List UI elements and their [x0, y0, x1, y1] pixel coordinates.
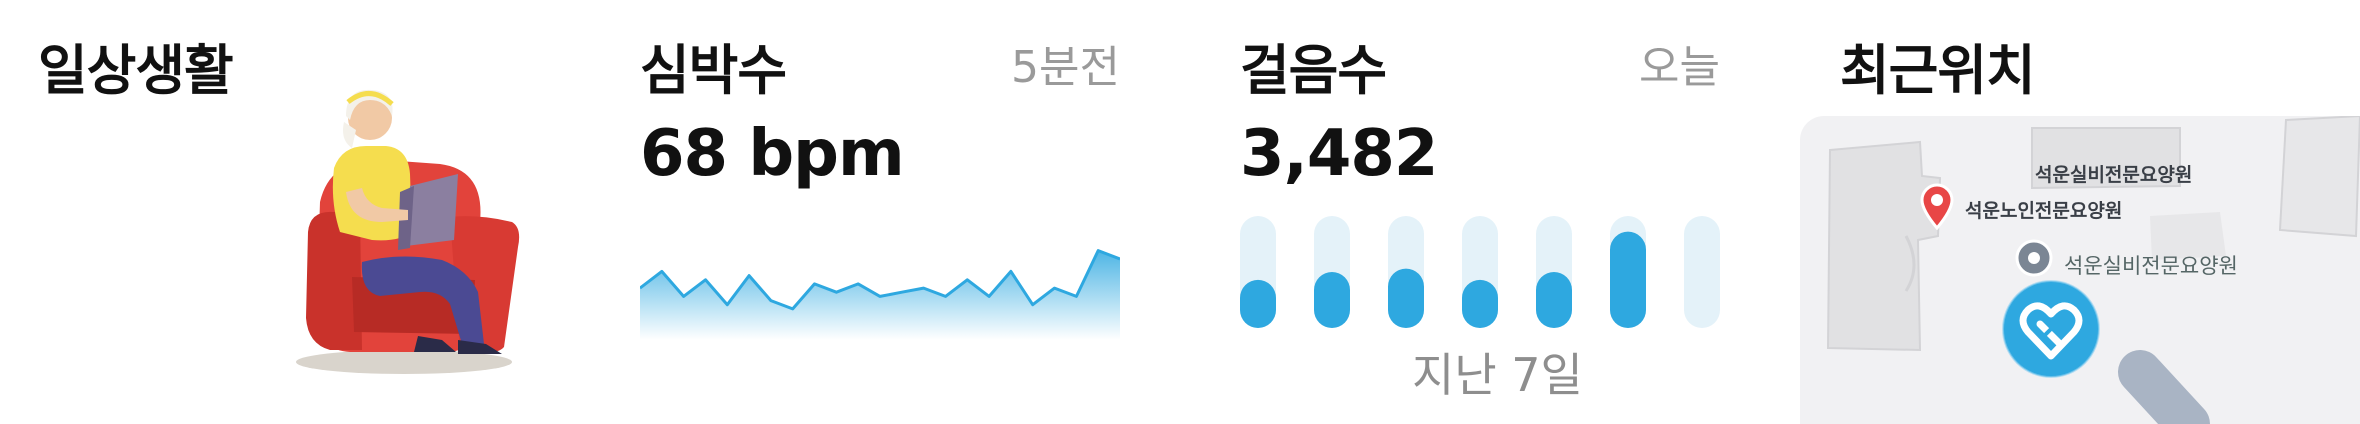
recent-location-title: 최근위치: [1840, 39, 2036, 102]
map-label-current: 석운실비전문요양원: [2064, 254, 2238, 278]
location-pin-icon[interactable]: [1918, 182, 1956, 230]
steps-bar: [1388, 268, 1424, 328]
steps-period: 오늘: [1639, 42, 1720, 93]
steps-weekly-chart: [1240, 216, 1720, 328]
steps-bar: [1314, 272, 1350, 328]
steps-bar: [1536, 272, 1572, 328]
steps-bar-track: [1684, 216, 1720, 328]
location-map[interactable]: 석운실비전문요양원 석운노인전문요양원 석운실비전문요양원: [1800, 116, 2360, 424]
heart-rate-title: 심박수: [640, 39, 787, 102]
heart-rate-value: 68 bpm: [640, 117, 905, 191]
steps-bar: [1610, 231, 1646, 328]
elderly-person-reading-icon: [296, 89, 520, 374]
current-location-dot-icon: [2015, 239, 2053, 277]
heart-rate-area: [640, 250, 1120, 340]
steps-caption: 지난 7일: [1412, 348, 1583, 402]
daily-life-card[interactable]: 일상생활: [0, 0, 560, 424]
heart-rate-line: [640, 249, 1120, 311]
daily-life-title: 일상생활: [38, 39, 234, 102]
steps-bar: [1240, 279, 1276, 328]
recent-location-card[interactable]: 최근위치 석운실비전문요양원 석운노인전문요양원 석운실비전문요양원: [1800, 0, 2360, 424]
steps-title: 걸음수: [1240, 39, 1387, 102]
steps-value: 3,482: [1240, 117, 1438, 191]
heart-rate-card[interactable]: 심박수 5분전 68 bpm: [600, 0, 1160, 424]
map-background: [1826, 116, 2360, 424]
map-label-pin: 석운노인전문요양원: [1965, 200, 2123, 222]
heart-rate-chart: [640, 249, 1120, 340]
steps-bar: [1462, 279, 1498, 328]
map-label-top: 석운실비전문요양원: [2035, 164, 2193, 186]
heart-rate-updated: 5분전: [1011, 42, 1120, 93]
heart-link-icon[interactable]: [1996, 274, 2106, 384]
steps-card[interactable]: 걸음수 오늘 3,482 지난 7일: [1200, 0, 1760, 424]
